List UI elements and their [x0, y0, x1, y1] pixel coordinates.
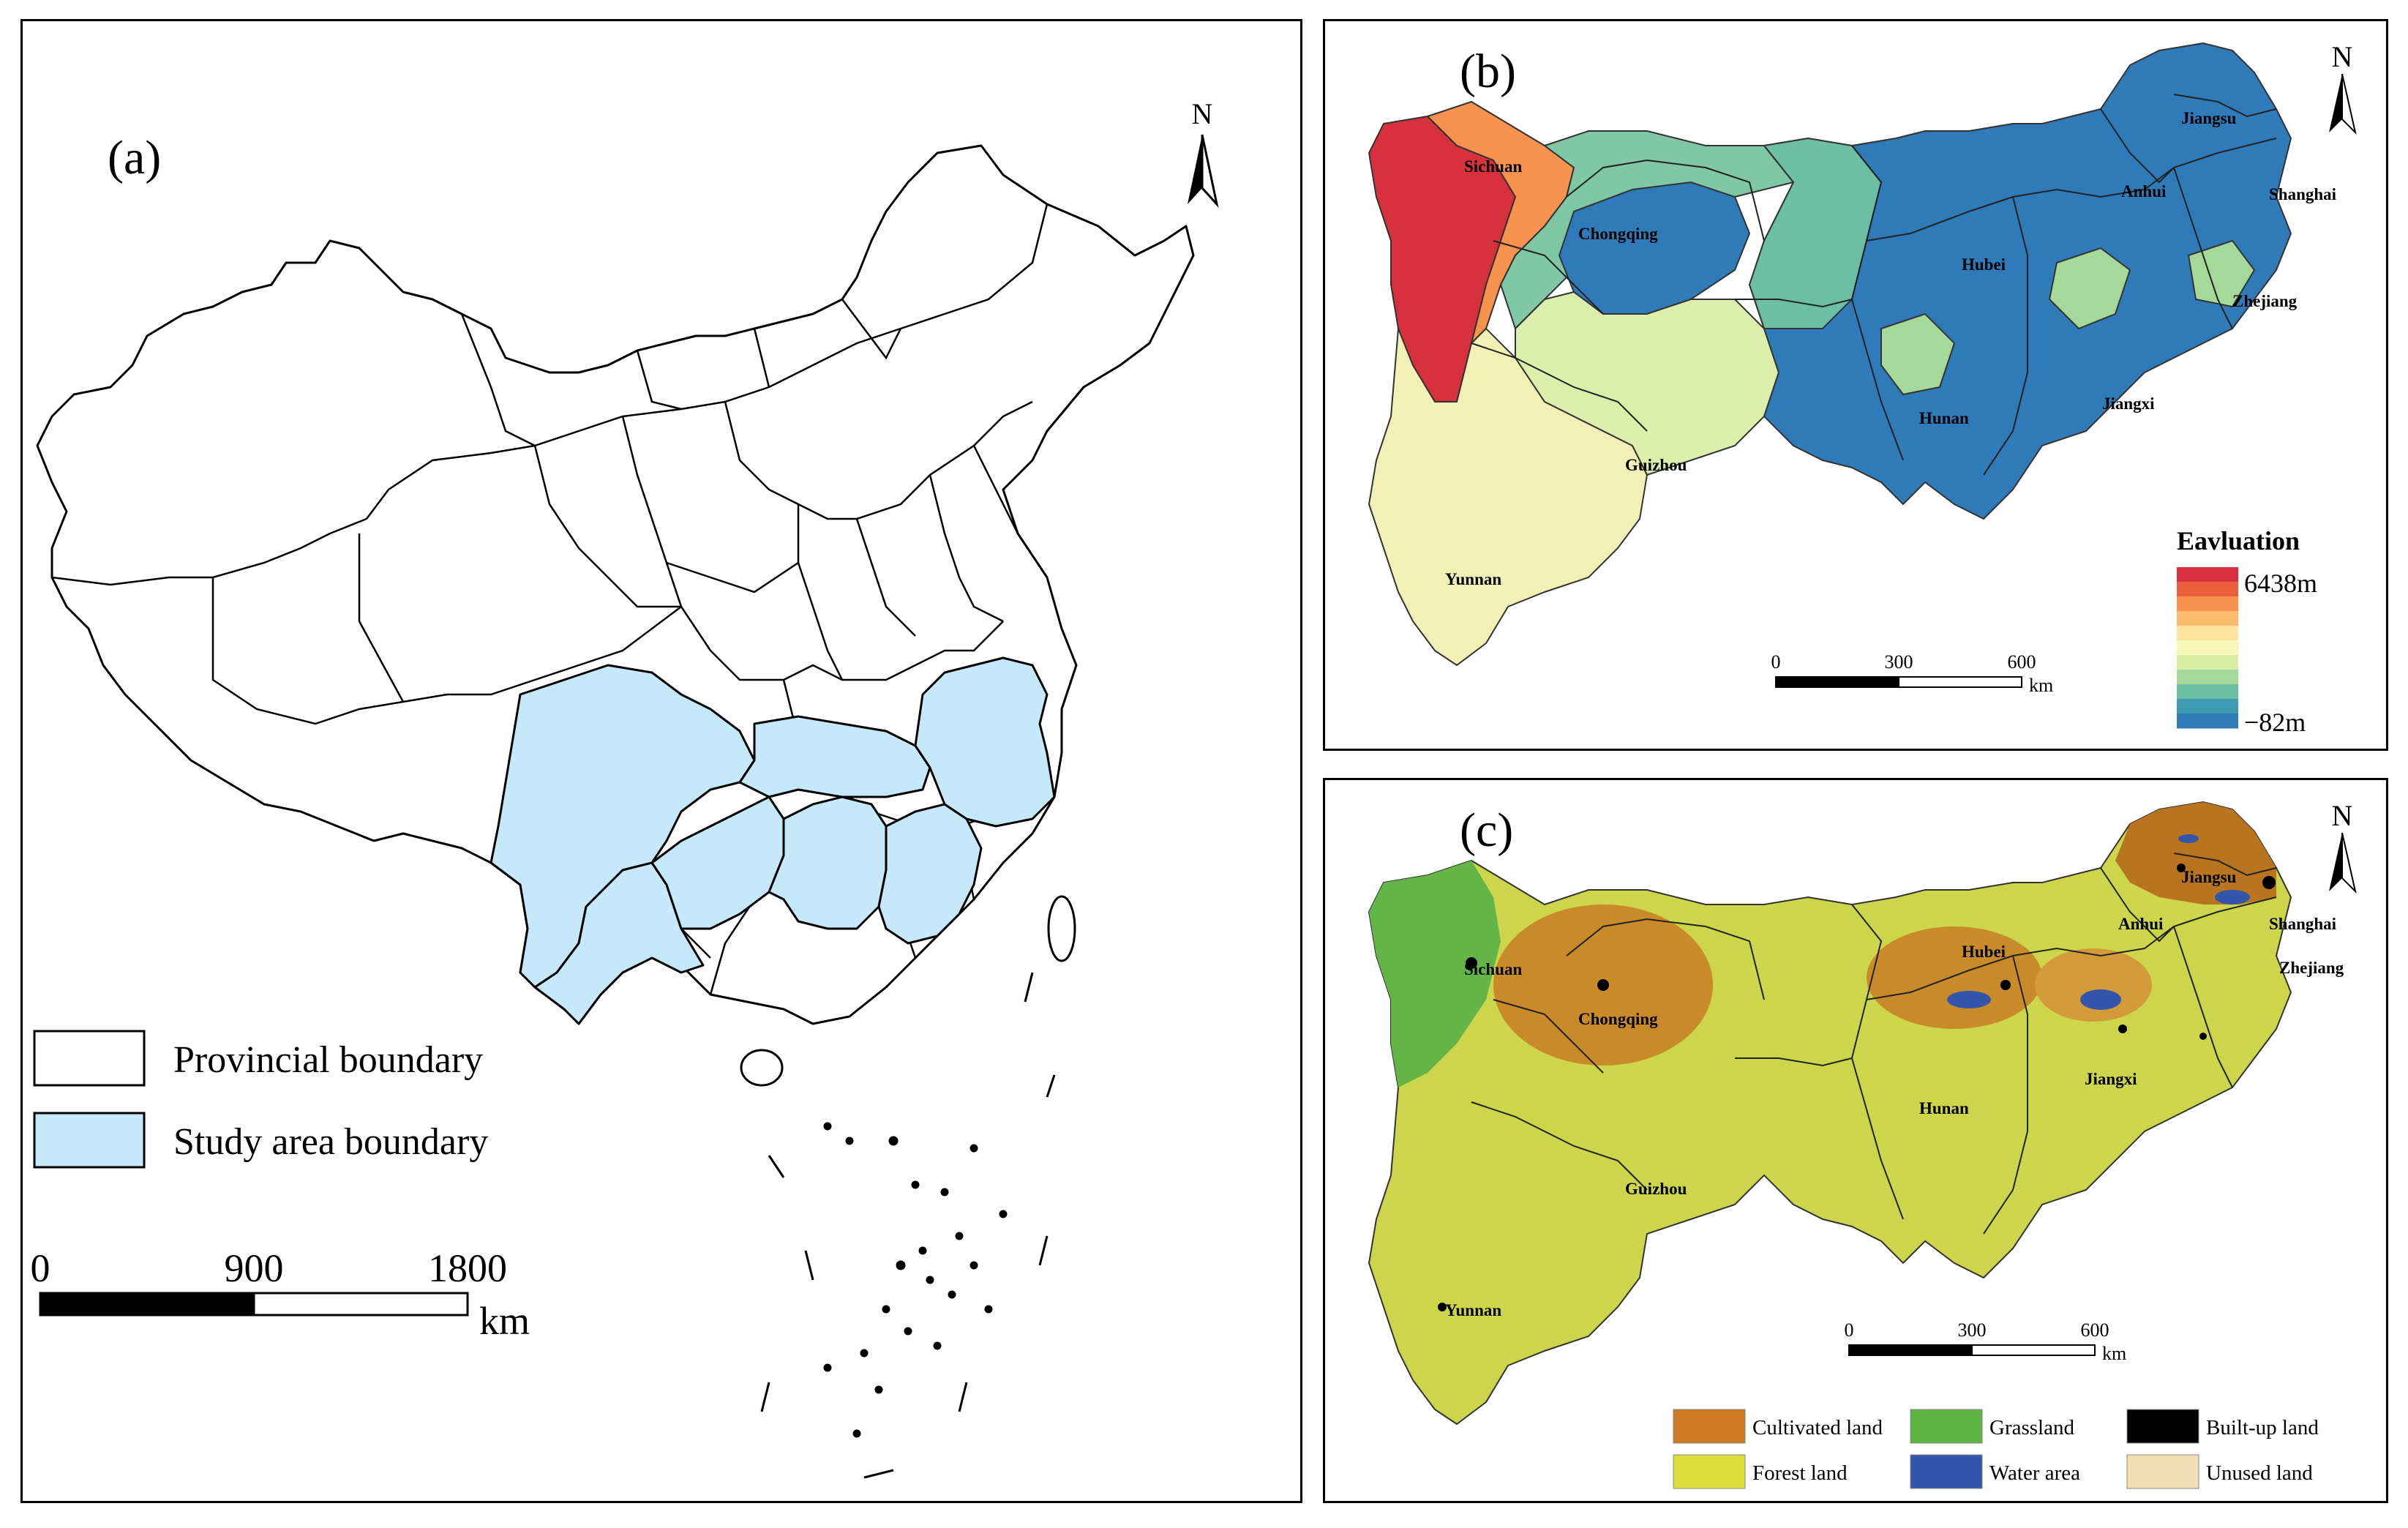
- province-label-shanghai: Shanghai: [2269, 185, 2337, 203]
- elevation-raster: [1368, 42, 2292, 667]
- scale-a-tick-0: 0: [31, 1246, 50, 1290]
- province-label-jiangsu: Jiangsu: [2181, 868, 2237, 886]
- north-label: N: [1192, 97, 1213, 130]
- elevation-ramp-step: [2177, 714, 2238, 729]
- province-label-hunan: Hunan: [1919, 1099, 1969, 1117]
- scale-c-tick-0: 0: [1845, 1319, 1854, 1341]
- province-label-jiangsu: Jiangsu: [2181, 109, 2237, 127]
- panel-a-label: (a): [108, 131, 161, 184]
- province-label-yunnan: Yunnan: [1445, 1301, 1501, 1319]
- elevation-map-svg: (b) N: [1368, 40, 2357, 737]
- province-label-guizhou: Guizhou: [1625, 1180, 1687, 1198]
- north-label: N: [2332, 799, 2353, 832]
- south-sea-islands: [740, 895, 1076, 1479]
- province-label-shanghai: Shanghai: [2269, 915, 2337, 933]
- province-label-hubei: Hubei: [1962, 943, 2006, 961]
- legend-label-forest: Forest land: [1752, 1461, 1848, 1485]
- scale-bar-b: 0 300 600 km: [1771, 651, 2054, 696]
- panel-c-label: (c): [1460, 804, 1513, 857]
- province-boundaries-b: [1471, 94, 2277, 476]
- province-labels-b: Sichuan Chongqing Guizhou Yunnan Hubei H…: [1445, 109, 2337, 588]
- landuse-legend: Cultivated land Grassland Built-up land …: [1673, 1409, 2319, 1489]
- province-label-jiangxi: Jiangxi: [2102, 394, 2155, 413]
- legend-a: Provincial boundary Study area boundary: [33, 1030, 488, 1169]
- elevation-ramp-step: [2177, 611, 2238, 626]
- scale-c-unit: km: [2102, 1343, 2126, 1364]
- scale-b-tick-1: 300: [1885, 651, 1913, 673]
- elevation-ramp-step: [2177, 699, 2238, 714]
- province-label-sichuan: Sichuan: [1464, 157, 1522, 176]
- north-arrow-icon: N: [2329, 799, 2357, 894]
- panel-b-label: (b): [1460, 45, 1516, 98]
- legend-swatch-builtup: [2126, 1409, 2199, 1444]
- scale-c-tick-1: 300: [1958, 1319, 1987, 1341]
- north-arrow-icon: N: [1188, 97, 1219, 209]
- elevation-ramp-step: [2177, 670, 2238, 685]
- elevation-legend-min: −82m: [2244, 708, 2306, 737]
- scale-b-tick-0: 0: [1771, 651, 1781, 673]
- province-boundaries-c: [1471, 853, 2277, 1235]
- panel-b-elevation-map: (b) N: [1323, 19, 2388, 751]
- legend-swatch-water: [1910, 1454, 1983, 1489]
- province-label-jiangxi: Jiangxi: [2085, 1070, 2137, 1088]
- legend-swatch-cultivated: [1673, 1409, 1746, 1444]
- panel-c-landuse-map: (c) N: [1323, 778, 2388, 1503]
- province-labels-c: Sichuan Chongqing Guizhou Yunnan Hubei H…: [1445, 868, 2344, 1319]
- scale-a-tick-2: 1800: [428, 1246, 507, 1290]
- legend-label-builtup: Built-up land: [2206, 1416, 2319, 1439]
- legend-swatch-provincial: [33, 1030, 146, 1087]
- legend-label-unused: Unused land: [2206, 1461, 2313, 1485]
- elevation-legend-max: 6438m: [2244, 569, 2317, 598]
- legend-swatch-grassland: [1910, 1409, 1983, 1444]
- province-label-zhejiang: Zhejiang: [2279, 959, 2344, 977]
- legend-label-provincial: Provincial boundary: [173, 1039, 483, 1081]
- scale-bar-a: 0 900 1800 km: [31, 1246, 530, 1343]
- legend-swatch-unused: [2126, 1454, 2199, 1489]
- elevation-ramp-step: [2177, 640, 2238, 656]
- province-label-zhejiang: Zhejiang: [2232, 292, 2298, 310]
- legend-label-grassland: Grassland: [1989, 1416, 2074, 1439]
- province-label-sichuan: Sichuan: [1464, 960, 1522, 978]
- elevation-ramp-step: [2177, 582, 2238, 597]
- scale-b-unit: km: [2029, 675, 2053, 696]
- elevation-ramp-step: [2177, 626, 2238, 641]
- elevation-color-ramp: [2177, 567, 2238, 729]
- province-label-anhui: Anhui: [2118, 915, 2164, 933]
- elevation-ramp-step: [2177, 596, 2238, 612]
- legend-label-cultivated: Cultivated land: [1752, 1416, 1883, 1439]
- china-map-svg: (a) N: [31, 97, 1219, 1479]
- legend-swatch-forest: [1673, 1454, 1746, 1489]
- landuse-raster: [1368, 801, 2292, 1426]
- province-label-yunnan: Yunnan: [1445, 570, 1501, 588]
- scale-b-tick-2: 600: [2008, 651, 2036, 673]
- elevation-legend-title: Eavluation: [2177, 526, 2300, 555]
- landuse-map-svg: (c) N: [1368, 799, 2357, 1489]
- north-arrow-icon: N: [2329, 40, 2357, 135]
- province-label-chongqing: Chongqing: [1578, 225, 1658, 243]
- north-label: N: [2332, 40, 2353, 73]
- province-label-guizhou: Guizhou: [1625, 456, 1687, 474]
- scale-a-unit: km: [479, 1299, 530, 1343]
- legend-label-study-area: Study area boundary: [173, 1121, 488, 1163]
- legend-label-water: Water area: [1989, 1461, 2080, 1485]
- elevation-ramp-step: [2177, 567, 2238, 583]
- province-label-chongqing: Chongqing: [1578, 1010, 1658, 1028]
- scale-a-tick-1: 900: [225, 1246, 284, 1290]
- province-label-hubei: Hubei: [1962, 255, 2006, 274]
- scale-c-tick-2: 600: [2081, 1319, 2109, 1341]
- province-label-hunan: Hunan: [1919, 409, 1969, 427]
- scale-bar-c: 0 300 600 km: [1845, 1319, 2127, 1364]
- legend-swatch-study-area: [33, 1112, 146, 1169]
- province-label-anhui: Anhui: [2121, 182, 2167, 201]
- panel-a-china-map: (a) N: [20, 19, 1302, 1503]
- study-area: [490, 656, 1056, 1025]
- elevation-legend: Eavluation 6438m −82m: [2177, 526, 2317, 737]
- elevation-ramp-step: [2177, 655, 2238, 670]
- elevation-ramp-step: [2177, 684, 2238, 700]
